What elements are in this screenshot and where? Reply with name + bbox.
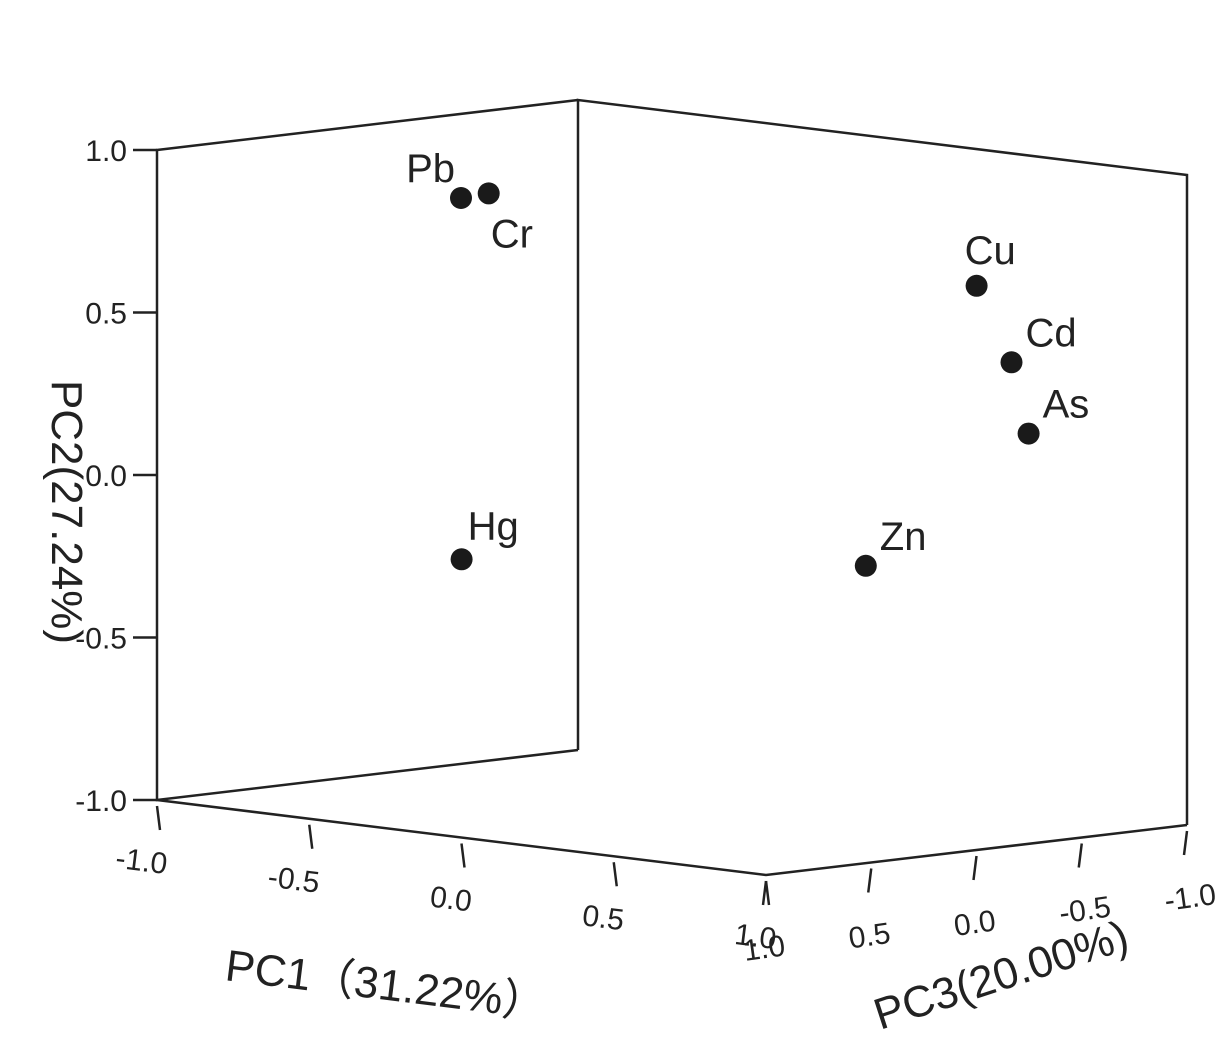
data-point-pb xyxy=(450,187,472,209)
x-tick-mark xyxy=(308,824,314,849)
y-tick-label: 0.0 xyxy=(85,460,127,493)
x-tick-label: -0.5 xyxy=(266,861,321,900)
data-point-cu xyxy=(965,274,988,297)
data-label-zn: Zn xyxy=(880,515,927,559)
z-tick-mark xyxy=(1077,843,1083,868)
z-tick-mark xyxy=(1182,830,1189,856)
z-tick-mark xyxy=(761,880,768,906)
z-tick-mark xyxy=(867,868,873,893)
z-tick-label: 0.5 xyxy=(847,917,893,955)
back-wall-edges xyxy=(576,98,1189,825)
x-tick-mark xyxy=(612,862,618,887)
data-label-cr: Cr xyxy=(491,212,533,256)
x-tick-label: 0.5 xyxy=(580,899,625,937)
axis-ticks: -1.0-0.50.00.51.0-1.0 -0.5 0.0 0.5 1.01.0 0.5… xyxy=(75,135,1217,968)
z-tick-label: -1.0 xyxy=(1162,878,1217,918)
x-tick-mark xyxy=(155,805,162,831)
left-wall-edges xyxy=(155,98,579,802)
y-tick-label: -1.0 xyxy=(75,785,127,818)
z-tick-label: 0.0 xyxy=(952,904,998,942)
y-tick-label: 1.0 xyxy=(85,135,127,168)
data-point-as xyxy=(1017,422,1040,445)
floor-edges xyxy=(156,798,1188,877)
x-tick-mark xyxy=(460,843,466,868)
data-label-cd: Cd xyxy=(1026,311,1077,355)
data-label-as: As xyxy=(1043,383,1090,427)
z-axis-title: PC3(20.00%) xyxy=(868,911,1134,1037)
x-tick-label: 0.0 xyxy=(428,881,473,919)
z-tick-label: 1.0 xyxy=(741,929,787,967)
chart-box-frame xyxy=(155,98,1189,877)
x-axis-title: PC1（31.22%） xyxy=(223,941,549,1029)
data-point-cd xyxy=(1000,351,1023,374)
data-label-cu: Cu xyxy=(965,229,1016,273)
x-tick-label: 1.0 xyxy=(733,918,778,956)
data-point-zn xyxy=(854,554,877,577)
z-tick-label: -0.5 xyxy=(1057,891,1113,931)
z-tick-mark xyxy=(972,855,978,881)
data-point-cr xyxy=(477,182,500,205)
y-tick-label: -0.5 xyxy=(75,623,127,656)
data-label-pb: Pb xyxy=(406,147,455,191)
y-axis-title: PC2(27.24%) xyxy=(42,380,91,644)
data-point-hg xyxy=(450,548,473,571)
data-label-hg: Hg xyxy=(468,504,519,548)
x-tick-label: -1.0 xyxy=(114,842,169,881)
y-tick-label: 0.5 xyxy=(85,298,127,331)
